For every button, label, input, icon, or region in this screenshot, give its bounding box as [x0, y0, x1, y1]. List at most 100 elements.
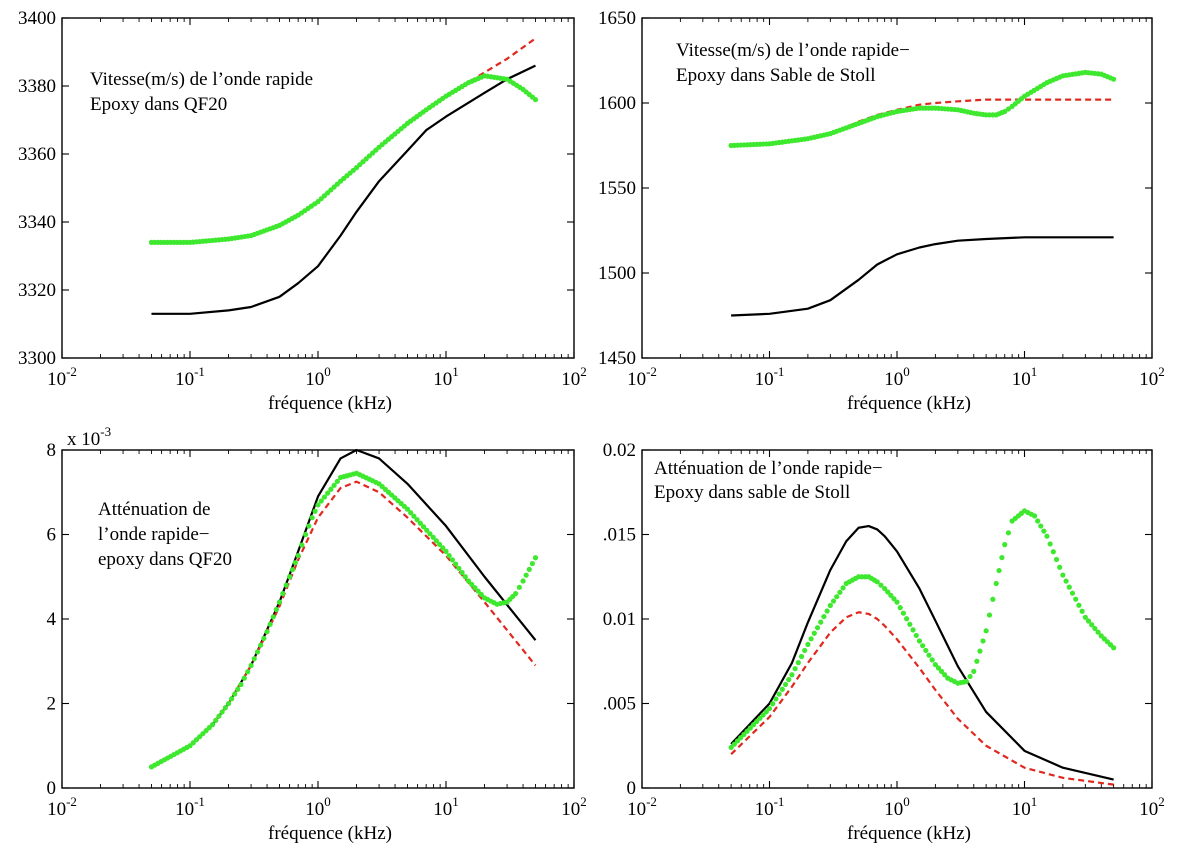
series-point [219, 709, 225, 715]
series-point [404, 506, 411, 512]
chart-annotation-line: Atténuation de [98, 499, 210, 520]
chart-panel-2: 10-2 10-1 100 101 102 1450 1500 1550 1600 1650 fré… [598, 8, 1165, 414]
series-point [741, 731, 747, 738]
series-1-solid [151, 64, 536, 315]
series-point [232, 691, 238, 697]
series-point [472, 585, 478, 591]
series-line [731, 236, 1114, 317]
series-point [1047, 541, 1053, 547]
series-point [1089, 622, 1095, 628]
x-tick-label: 10-2 [47, 364, 77, 390]
series-1-solid [730, 524, 1114, 781]
series-point [1092, 625, 1098, 632]
y-tick-label: 3300 [18, 348, 56, 369]
x-tick-label: 10-1 [755, 794, 785, 820]
series-point [1038, 523, 1044, 529]
series-point [894, 599, 900, 605]
series-point [238, 681, 244, 688]
series-point [312, 508, 318, 514]
series-point [827, 602, 833, 609]
chart-annotation-line: l’onde rapide− [98, 524, 209, 545]
series-point [302, 531, 309, 538]
series-point [427, 531, 433, 537]
series-point [321, 494, 328, 500]
series-point [786, 676, 792, 683]
x-tick-label: 101 [433, 794, 459, 820]
x-axis-label: fréquence (kHz) [847, 393, 971, 414]
series-point [229, 696, 235, 702]
series-point [782, 681, 789, 688]
y-tick-label: 3340 [18, 212, 56, 233]
series-point [248, 662, 254, 669]
y-tick-label: 1550 [598, 178, 636, 199]
x-tick-label: 100 [884, 364, 910, 390]
series-point [532, 97, 539, 103]
series-point [264, 629, 270, 635]
y-tick-label: .005 [603, 694, 636, 715]
series-point [1095, 629, 1101, 635]
series-point [411, 513, 417, 519]
x-tick-label: 100 [305, 364, 331, 390]
series-point [267, 621, 273, 627]
series-point [888, 592, 894, 598]
x-tick-label: 102 [1139, 364, 1165, 390]
y-tick-label: 4 [47, 609, 57, 630]
series-3-dots [148, 470, 539, 770]
series-point [996, 567, 1002, 574]
series-point [760, 712, 766, 718]
series-point [1063, 578, 1069, 584]
series-point [417, 520, 423, 526]
series-point [1005, 106, 1012, 112]
y-tick-label: 1450 [598, 348, 636, 369]
series-point [334, 478, 340, 484]
chart-panel-4: 10-2 10-1 100 101 102 0 .005 0.01 .015 0.02 fréque… [603, 440, 1165, 844]
x-tick-label: 100 [305, 794, 331, 820]
series-point [516, 584, 522, 590]
series-point [874, 579, 880, 585]
y-multiplier: x 10-3 [67, 424, 111, 450]
series-point [824, 608, 830, 614]
series-point [309, 515, 315, 521]
series-point [449, 557, 456, 563]
series-point [433, 538, 439, 544]
series-point [529, 560, 535, 567]
x-tick-label: 102 [1139, 794, 1165, 820]
series-point [897, 605, 903, 611]
series-point [1082, 614, 1088, 620]
chart-annotation-line: Epoxy dans sable de Stoll [654, 482, 850, 503]
series-point [891, 596, 897, 602]
series-point [1035, 518, 1041, 524]
x-tick-label: 102 [561, 794, 587, 820]
series-point [747, 725, 753, 731]
series-point [469, 581, 475, 587]
series-point [811, 630, 817, 636]
series-point [306, 523, 312, 529]
x-tick-label: 101 [1012, 794, 1038, 820]
series-point [750, 722, 757, 728]
series-3-dots [728, 508, 1117, 751]
series-point [980, 638, 986, 644]
series-point [818, 619, 824, 625]
series-point [971, 668, 977, 674]
series-point [805, 641, 811, 647]
series-point [523, 572, 529, 578]
series-point [731, 741, 737, 747]
series-point [446, 553, 452, 559]
chart-panel-3: 10-2 10-1 100 101 102 0 2 4 6 8 x 10-3 fréquence (k… [47, 424, 587, 844]
series-point [744, 728, 750, 734]
series-point [993, 580, 999, 587]
series-point [779, 686, 785, 692]
series-point [967, 673, 973, 680]
x-tick-label: 10-2 [47, 794, 77, 820]
x-tick-label: 10-2 [627, 794, 657, 820]
series-point [261, 635, 267, 642]
series-point [728, 744, 734, 751]
series-point [904, 616, 910, 622]
y-tick-label: 0 [47, 778, 57, 799]
series-point [280, 591, 286, 597]
series-point [462, 574, 468, 580]
series-point [754, 718, 760, 725]
series-1-solid [731, 236, 1114, 317]
series-point [414, 517, 420, 523]
series-point [798, 653, 805, 660]
